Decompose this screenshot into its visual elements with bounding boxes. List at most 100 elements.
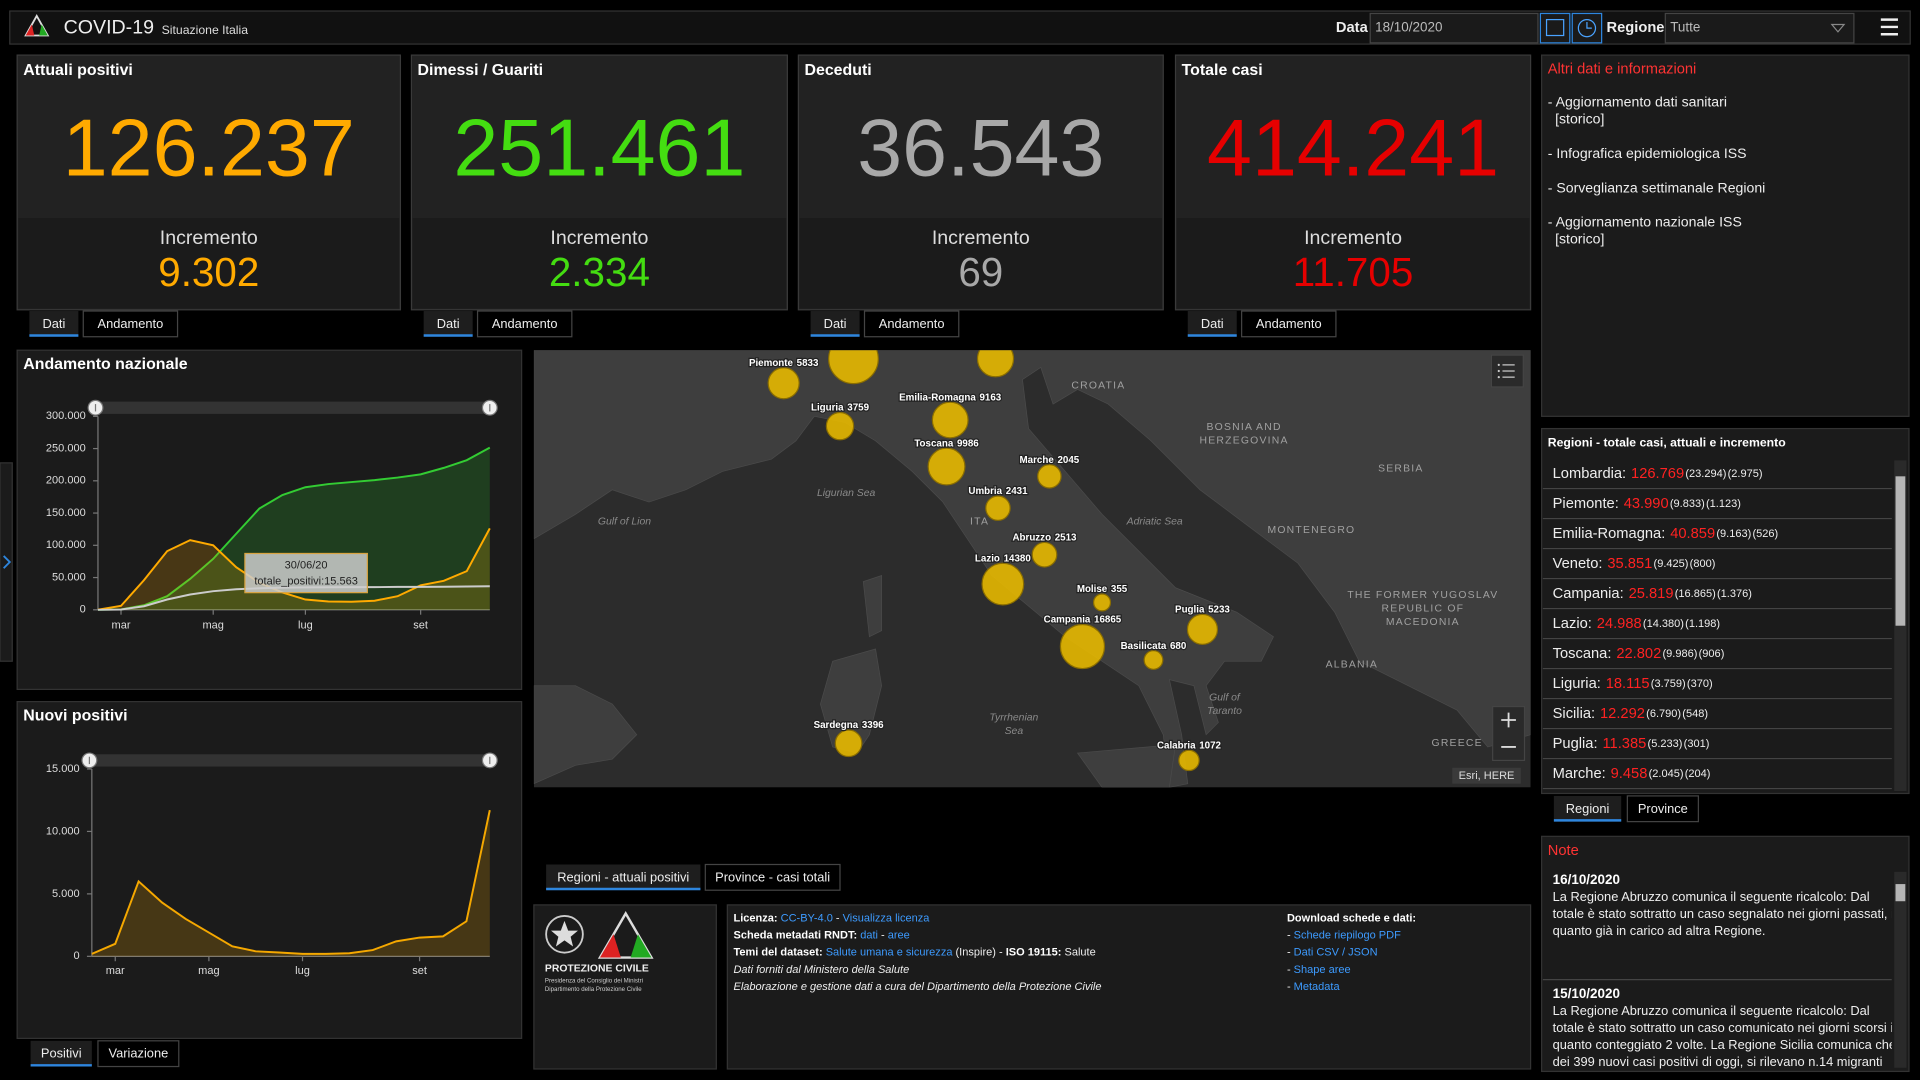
card-lower [1176,217,1530,309]
bubble[interactable] [834,729,863,758]
region-current: (5.233) [1648,738,1683,750]
text-line: Dati forniti dal Ministero della Salute [733,964,909,976]
info-link[interactable]: - Infografica epidemiologica ISS [1548,145,1747,161]
tab[interactable]: Province [1626,795,1699,823]
info-link[interactable]: - Aggiornamento nazionale ISS [1548,214,1742,230]
link[interactable]: Metadata [1294,981,1341,993]
region-row[interactable]: Toscana: 22.802(9.986)(906) [1553,646,1725,662]
tab[interactable]: Dati [29,311,79,337]
bubble[interactable] [1092,593,1112,612]
region-row[interactable]: Piemonte: 43.990(9.833)(1.123) [1553,496,1741,512]
bubble[interactable] [931,401,969,439]
bubble[interactable] [1178,749,1200,772]
tab-label[interactable]: Andamento [98,316,164,331]
tab-label[interactable]: Dati [437,316,460,331]
link[interactable]: Visualizza licenza [843,912,931,924]
link[interactable]: Dati CSV / JSON [1294,947,1378,959]
bubble[interactable] [981,562,1025,606]
info-link[interactable]: [storico] [1555,111,1604,127]
bubble[interactable] [1031,541,1058,568]
bubble[interactable] [976,341,1015,378]
tab[interactable]: Dati [1187,311,1237,337]
country-label: BOSNIA AND [1206,422,1281,433]
tab[interactable]: Dati [423,311,473,337]
link[interactable]: Shape aree [1294,964,1351,976]
bubble[interactable] [1143,650,1164,670]
tab[interactable]: Andamento [82,310,179,338]
region-total: 40.859 [1670,526,1715,542]
link[interactable]: Schede riepilogo PDF [1294,929,1401,941]
region-select[interactable]: Tutte [1664,12,1855,44]
y-tick-label: 150.000 [46,507,86,519]
tab[interactable]: Andamento [1241,310,1337,338]
tab[interactable]: Regioni - attuali positivi [546,864,701,891]
tab-label[interactable]: Dati [42,316,65,331]
tab[interactable]: Positivi [30,1040,92,1067]
tab-label[interactable]: Regioni - attuali positivi [557,869,689,884]
region-value: 355 [1111,584,1128,595]
zoom-in[interactable] [1501,712,1516,728]
region-row[interactable]: Sicilia: 12.292(6.790)(548) [1553,706,1708,722]
date-value[interactable]: 18/10/2020 [1375,20,1442,35]
region-name: Campania [1044,614,1091,625]
side-arrow [3,555,12,569]
tab-label[interactable]: Province [1638,801,1688,816]
tab[interactable]: Andamento [476,310,573,338]
legend-dot [1497,369,1500,373]
link[interactable]: aree [888,929,910,941]
info-link[interactable]: - Aggiornamento dati sanitari [1548,94,1727,110]
tab-bg [423,311,473,337]
zoom-controls[interactable] [1492,705,1526,762]
tab-label[interactable]: Andamento [492,316,558,331]
bubble[interactable] [1037,464,1062,489]
tab[interactable]: Dati [810,311,860,337]
region-current: (14.380) [1643,618,1684,630]
tab[interactable]: Andamento [863,310,960,338]
info-link[interactable]: [storico] [1555,231,1604,247]
tab-label[interactable]: Variazione [109,1046,169,1061]
region-row[interactable]: Liguria: 18.115(3.759)(370) [1553,676,1713,692]
bubble[interactable] [927,447,966,486]
region-row[interactable]: Campania: 25.819(16.865)(1.376) [1553,586,1752,602]
legend-button[interactable] [1490,354,1524,388]
bubble-label: Emilia-Romagna 9163 [899,392,1002,403]
tab[interactable]: Regioni [1553,795,1622,822]
bubble[interactable] [767,367,800,400]
menu-button[interactable] [1880,18,1898,36]
link[interactable]: dati [860,929,878,941]
region-name: Campania: [1553,586,1624,602]
tab-label[interactable]: Dati [824,316,847,331]
link[interactable]: CC-BY-4.0 [781,912,833,924]
region-value: 5833 [797,357,819,368]
x-tick-label: set [413,620,428,632]
region-row[interactable]: Lombardia: 126.769(23.294)(2.975) [1553,466,1763,482]
calendar-button[interactable] [1539,12,1571,44]
region-row[interactable]: Emilia-Romagna: 40.859(9.163)(526) [1553,526,1779,542]
region-increment: (548) [1682,708,1708,720]
link[interactable]: Salute umana e sicurezza [826,947,954,959]
bubble[interactable] [985,495,1011,521]
y-tick-label: 0 [80,604,86,616]
bubble[interactable] [1059,623,1106,670]
tab-label[interactable]: Andamento [1256,316,1322,331]
select-value[interactable]: Tutte [1670,20,1700,35]
tab-label[interactable]: Positivi [41,1046,82,1061]
notes-body: 16/10/2020 La Regione Abruzzo comunica il… [1542,872,1892,1071]
bubble[interactable] [1186,613,1219,645]
tab-label[interactable]: Province - casi totali [715,869,830,884]
info-link[interactable]: - Sorveglianza settimanale Regioni [1548,179,1766,195]
bubble[interactable] [828,334,879,385]
bubble[interactable] [825,411,855,441]
tab-bg [476,310,573,338]
region-row[interactable]: Marche: 9.458(2.045)(204) [1553,766,1711,782]
tab[interactable]: Province - casi totali [704,863,841,891]
tab-label[interactable]: Dati [1201,316,1224,331]
region-row[interactable]: Puglia: 11.385(5.233)(301) [1553,736,1710,752]
time-button[interactable] [1571,12,1603,44]
tab-label[interactable]: Andamento [879,316,945,331]
region-row[interactable]: Veneto: 35.851(9.425)(800) [1553,556,1716,572]
sea-label: Taranto [1207,706,1242,717]
region-row[interactable]: Lazio: 24.988(14.380)(1.198) [1553,616,1720,632]
tab[interactable]: Variazione [97,1040,180,1068]
tab-label[interactable]: Regioni [1566,801,1610,816]
